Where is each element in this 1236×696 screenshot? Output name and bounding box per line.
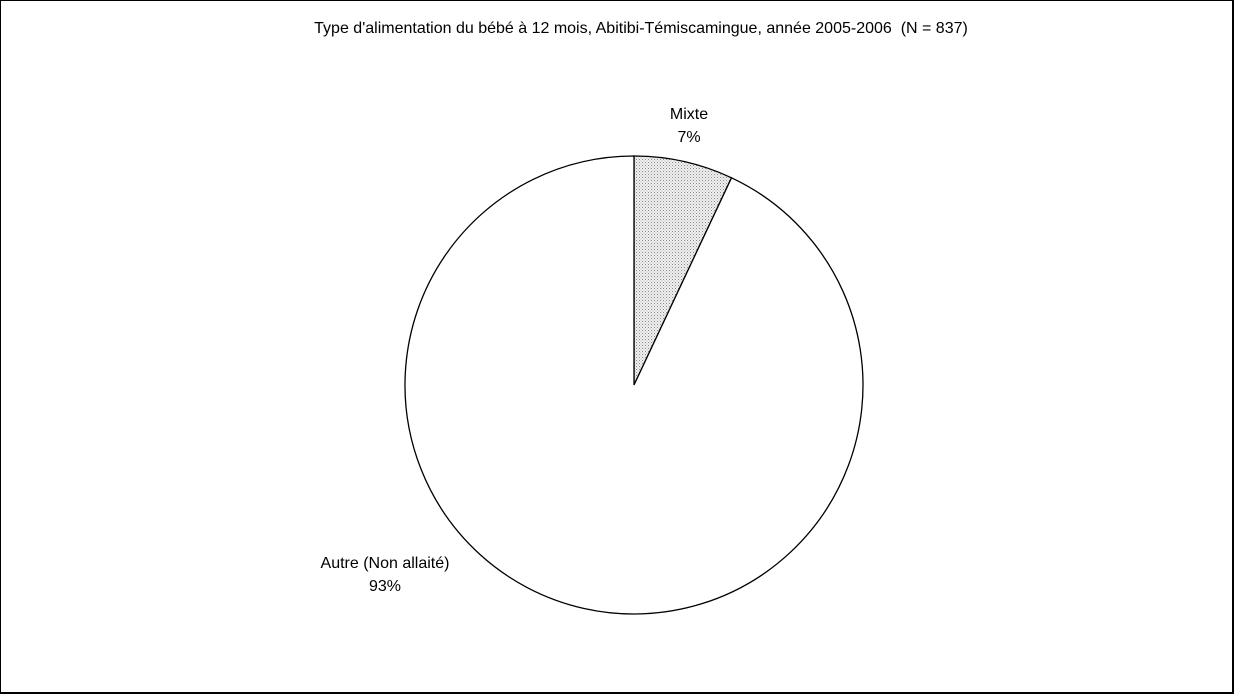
chart-title: Type d'alimentation du bébé à 12 mois, A…	[314, 20, 968, 37]
slice-name-label: Autre (Non allaité)	[321, 555, 450, 572]
slice-name-label: Mixte	[670, 106, 708, 123]
slice-percent-label: 93%	[369, 578, 401, 595]
pie-slice-autre-non-allait	[404, 155, 864, 615]
slice-percent-label: 7%	[677, 129, 700, 146]
